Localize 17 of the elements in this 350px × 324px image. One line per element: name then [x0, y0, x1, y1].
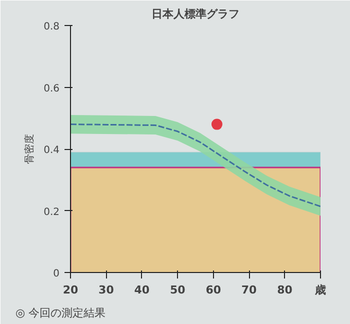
y-tick-label: 0.6 [44, 83, 60, 94]
text: ◎ 今回の測定結果 [16, 306, 106, 320]
x-tick-label: 40 [134, 284, 150, 296]
y-tick-label: 0.8 [44, 22, 60, 32]
x-tick-label: 歳 [314, 284, 326, 296]
x-tick-label: 20 [62, 284, 78, 296]
x-tick-label: 60 [206, 284, 222, 296]
x-tick-label: 30 [98, 284, 114, 296]
line-series [70, 124, 320, 208]
chart-title: 日本人標準グラフ [152, 8, 240, 20]
x-tick-label: 70 [241, 284, 258, 296]
y-tick-label: 0 [53, 268, 60, 280]
y-tick-label: 0.4 [44, 145, 60, 156]
y-tick-label: 0.2 [44, 206, 60, 218]
x-tick-label: 80 [277, 284, 293, 296]
y-axis-title: 骨密度 [24, 134, 36, 164]
x-tick-label: 50 [170, 284, 186, 296]
